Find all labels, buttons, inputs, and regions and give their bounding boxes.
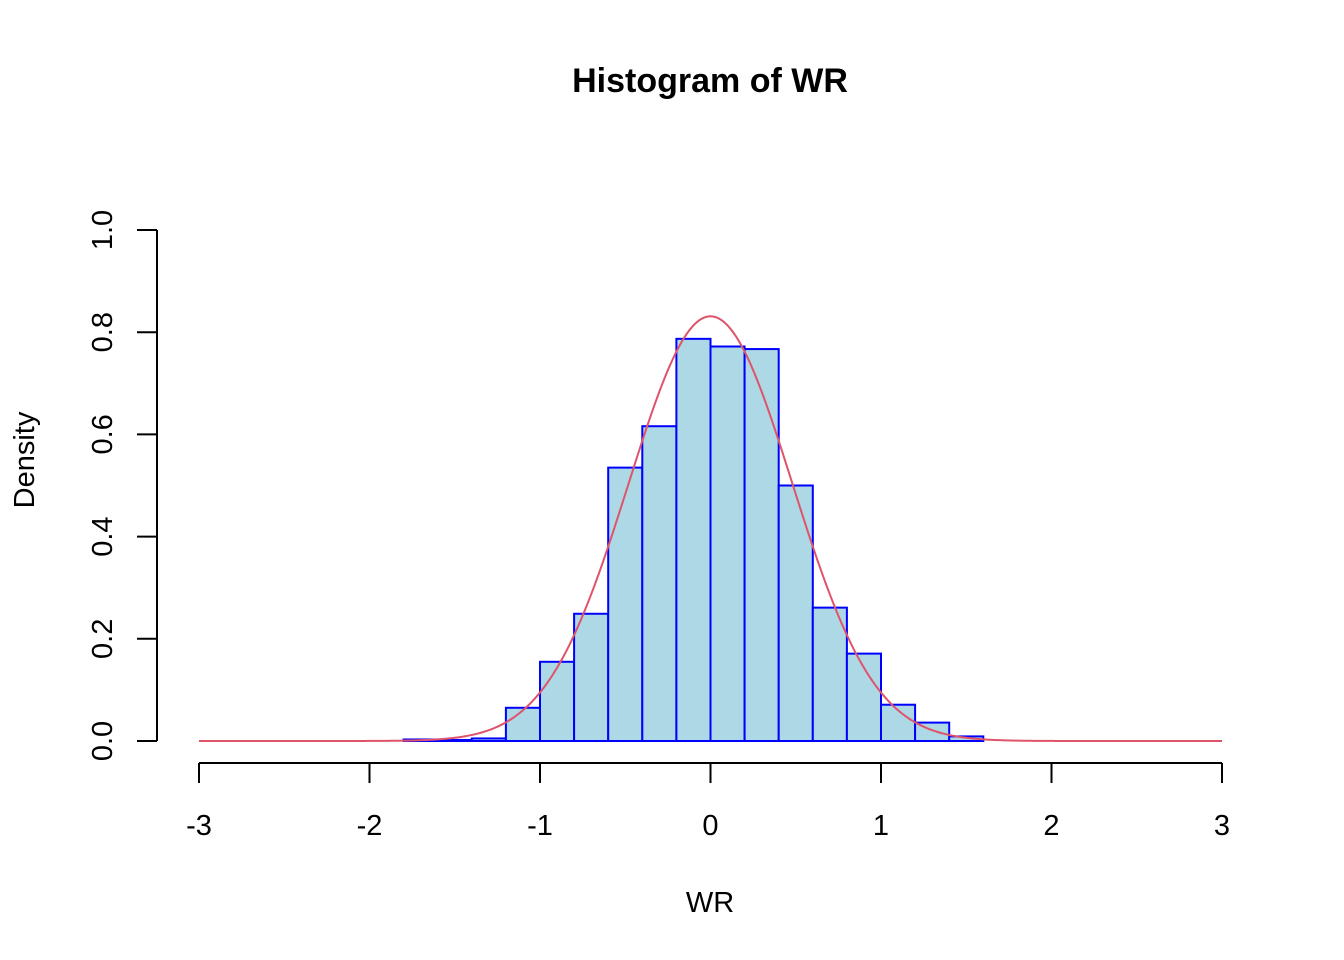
x-tick-label: -1 [527,810,553,842]
histogram-bar [470,737,507,743]
y-tick-label: 0.2 [87,619,119,659]
x-axis: -3 -2 -1 0 1 2 3 [186,762,1230,842]
histogram-bar [436,738,473,743]
x-axis-label: WR [686,887,734,919]
x-tick-label: -3 [186,810,212,842]
y-tick-label: 0.0 [87,721,119,761]
histogram-bar [880,703,917,742]
x-tick-label: -2 [357,810,383,842]
y-tick-label: 0.8 [87,312,119,352]
x-tick-label: 3 [1214,810,1230,842]
y-axis-label: Density [9,411,41,508]
y-tick-label: 1.0 [87,210,119,250]
histogram-bar [811,606,848,743]
x-tick-label: 1 [873,810,889,842]
chart-title: Histogram of WR [572,62,848,100]
y-axis: 0.0 0.2 0.4 0.6 0.8 1.0 [87,210,158,761]
histogram-bar [709,345,746,742]
histogram-bar [845,652,883,743]
histogram-bar [539,660,576,742]
histogram-bar [573,612,610,742]
histogram-bar [607,466,644,742]
histogram-bar [777,484,814,742]
density-curve [199,315,1222,742]
x-tick-label: 2 [1043,810,1059,842]
histogram-bars [402,337,985,743]
y-tick-label: 0.4 [87,516,119,556]
y-tick-label: 0.6 [87,414,119,454]
x-tick-label: 0 [702,810,718,842]
histogram-bar [675,337,712,742]
histogram-bar [743,348,780,742]
histogram-bar [641,425,678,742]
histogram-bar [504,706,541,742]
